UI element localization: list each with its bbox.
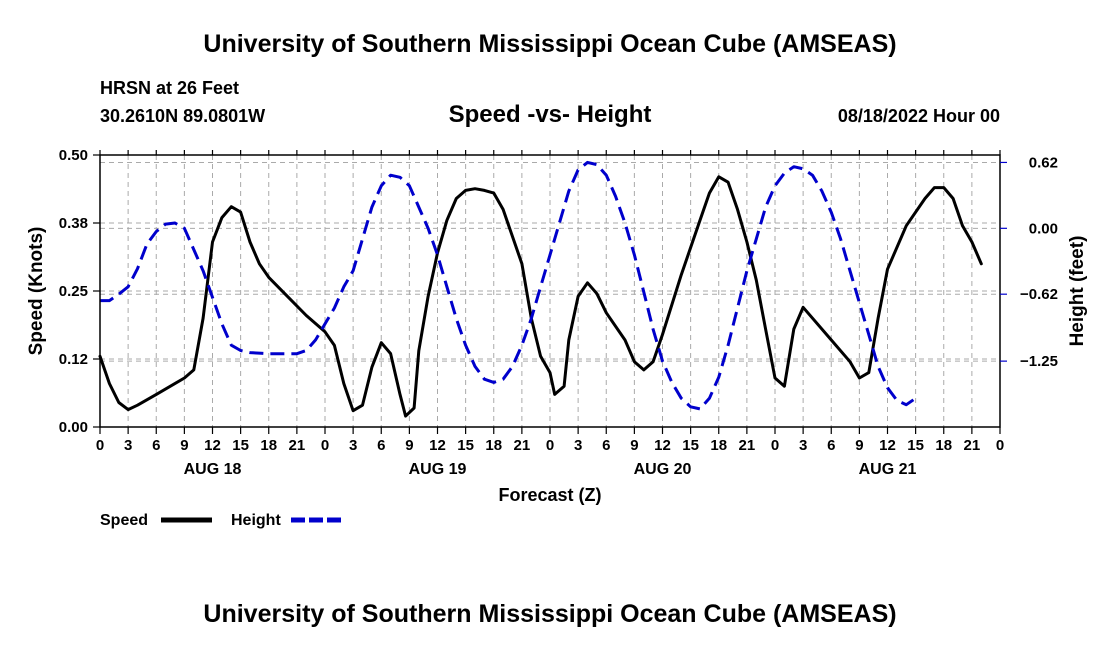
- x-tick-label: 0: [321, 437, 329, 454]
- y2-tick-label: −0.62: [1020, 286, 1058, 303]
- day-label: AUG 21: [859, 461, 917, 478]
- x-tick-label: 21: [964, 437, 981, 454]
- x-tick-label: 12: [429, 437, 446, 454]
- y2-axis-title: Height (feet): [1067, 236, 1088, 347]
- x-tick-label: 15: [682, 437, 699, 454]
- y-axis-title: Speed (Knots): [26, 227, 47, 356]
- x-axis-title: Forecast (Z): [498, 485, 601, 505]
- x-tick-label: 9: [855, 437, 863, 454]
- x-tick-label: 18: [485, 437, 502, 454]
- x-tick-label: 9: [405, 437, 413, 454]
- x-tick-label: 15: [232, 437, 249, 454]
- day-label: AUG 18: [184, 461, 242, 478]
- station-label: HRSN at 26 Feet: [100, 78, 240, 98]
- chart-subtitle: Speed -vs- Height: [448, 101, 652, 128]
- legend-label-speed: Speed: [100, 512, 148, 529]
- x-tick-label: 6: [152, 437, 160, 454]
- y-tick-label: 0.50: [59, 147, 88, 164]
- x-tick-label: 21: [739, 437, 756, 454]
- x-tick-label: 15: [457, 437, 474, 454]
- forecast-datetime: 08/18/2022 Hour 00: [837, 106, 1000, 126]
- chart-title-top: University of Southern Mississippi Ocean…: [203, 30, 897, 58]
- x-tick-label: 21: [289, 437, 306, 454]
- x-tick-label: 21: [514, 437, 531, 454]
- y-tick-label: 0.38: [59, 215, 88, 232]
- series-line-height: [100, 160, 917, 411]
- coordinates-label: 30.2610N 89.0801W: [100, 106, 266, 126]
- day-label: AUG 20: [634, 461, 692, 478]
- x-tick-label: 12: [879, 437, 896, 454]
- x-tick-label: 0: [996, 437, 1004, 454]
- y-tick-label: 0.25: [59, 283, 88, 300]
- x-tick-label: 18: [710, 437, 727, 454]
- x-tick-label: 9: [180, 437, 188, 454]
- x-tick-label: 12: [204, 437, 221, 454]
- x-tick-label: 18: [935, 437, 952, 454]
- x-tick-label: 3: [799, 437, 807, 454]
- x-tick-label: 3: [349, 437, 357, 454]
- x-tick-label: 18: [260, 437, 277, 454]
- day-label: AUG 19: [409, 461, 467, 478]
- x-tick-label: 0: [96, 437, 104, 454]
- x-tick-label: 0: [771, 437, 779, 454]
- x-tick-label: 6: [602, 437, 610, 454]
- legend-label-height: Height: [231, 512, 281, 529]
- y2-tick-label: 0.62: [1029, 154, 1058, 171]
- y2-tick-label: −1.25: [1020, 353, 1058, 370]
- x-tick-label: 15: [907, 437, 924, 454]
- y-tick-label: 0.12: [59, 351, 88, 368]
- y2-tick-label: 0.00: [1029, 220, 1058, 237]
- y-tick-label: 0.00: [59, 419, 88, 436]
- series-line-speed: [98, 175, 983, 418]
- chart-title-bottom: University of Southern Mississippi Ocean…: [203, 600, 897, 628]
- x-tick-label: 0: [546, 437, 554, 454]
- x-tick-label: 3: [574, 437, 582, 454]
- x-tick-label: 6: [827, 437, 835, 454]
- x-tick-label: 6: [377, 437, 385, 454]
- x-tick-label: 12: [654, 437, 671, 454]
- speed-height-chart: 0 3 6 9 12 15 18 21 0 3 6 9 12 15 18 21 0 3 6 9 12 15 18 21 0 3 6 9…: [26, 147, 1088, 529]
- x-tick-label: 3: [124, 437, 132, 454]
- x-tick-label: 9: [630, 437, 638, 454]
